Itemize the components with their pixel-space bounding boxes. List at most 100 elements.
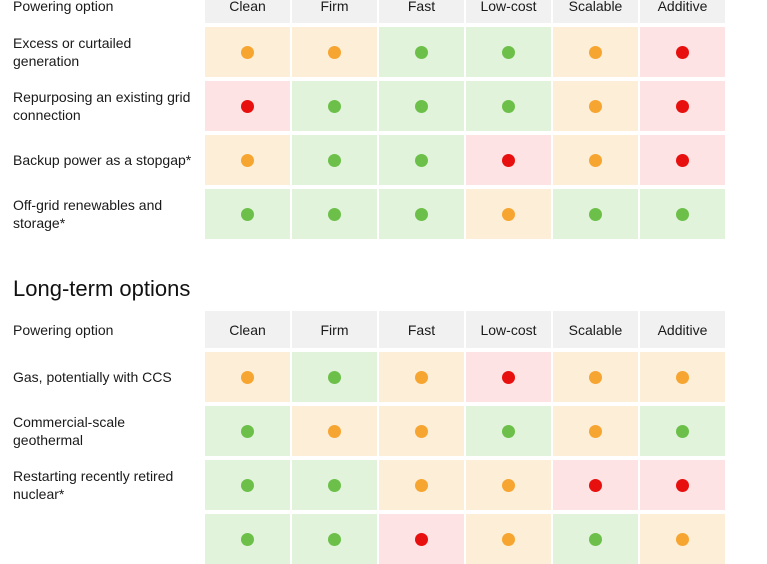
rating-cell-scalable <box>553 460 638 510</box>
rating-dot-orange <box>589 370 602 384</box>
row-label: Gas, potentially with CCS <box>13 369 172 385</box>
row-label: Excess or curtailed generation <box>13 35 132 69</box>
rating-cell-clean <box>205 406 290 456</box>
rating-cell-low-cost <box>466 514 551 564</box>
column-header-additive: Additive <box>640 0 725 23</box>
rating-dot-green <box>415 207 428 221</box>
rating-cell-firm <box>292 406 377 456</box>
rating-dot-green <box>502 45 515 59</box>
column-header-clean: Clean <box>205 0 290 23</box>
rating-dot-green <box>676 424 689 438</box>
rating-dot-red <box>676 45 689 59</box>
rating-cell-scalable <box>553 406 638 456</box>
rating-cell-firm <box>292 189 377 239</box>
rating-dot-green <box>241 207 254 221</box>
rating-dot-red <box>676 99 689 113</box>
rating-cell-scalable <box>553 27 638 77</box>
rating-dot-orange <box>241 153 254 167</box>
column-header-scalable: Scalable <box>553 311 638 348</box>
rating-cell-additive <box>640 81 725 131</box>
rating-dot-green <box>328 370 341 384</box>
rating-dot-green <box>676 207 689 221</box>
rating-cell-scalable <box>553 189 638 239</box>
column-header-low-cost: Low-cost <box>466 311 551 348</box>
rating-dot-green <box>502 99 515 113</box>
rating-cell-clean <box>205 81 290 131</box>
row-label <box>13 514 203 564</box>
rating-dot-red <box>676 478 689 492</box>
rating-dot-orange <box>241 45 254 59</box>
rating-cell-scalable <box>553 352 638 402</box>
rating-dot-green <box>328 153 341 167</box>
short-term-options-table: Powering option Clean Firm Fast Low-cost Scal… <box>13 0 725 239</box>
rating-dot-green <box>241 532 254 546</box>
rating-cell-low-cost <box>466 135 551 185</box>
column-header-firm: Firm <box>292 0 377 23</box>
column-header-additive: Additive <box>640 311 725 348</box>
column-header-firm: Firm <box>292 311 377 348</box>
rating-cell-clean <box>205 352 290 402</box>
rating-dot-red <box>502 370 515 384</box>
rating-dot-orange <box>589 45 602 59</box>
column-header-scalable: Scalable <box>553 0 638 23</box>
rating-cell-low-cost <box>466 27 551 77</box>
rating-cell-firm <box>292 135 377 185</box>
rating-cell-low-cost <box>466 81 551 131</box>
rating-cell-fast <box>379 27 464 77</box>
rating-dot-orange <box>415 478 428 492</box>
header-powering-option: Powering option <box>13 0 114 14</box>
rating-cell-scalable <box>553 514 638 564</box>
rating-cell-low-cost <box>466 406 551 456</box>
rating-dot-orange <box>502 207 515 221</box>
rating-dot-orange <box>328 45 341 59</box>
section-title-long-term: Long-term options <box>13 276 191 301</box>
rating-dot-green <box>328 478 341 492</box>
rating-cell-additive <box>640 514 725 564</box>
column-header-fast: Fast <box>379 0 464 23</box>
rating-cell-firm <box>292 81 377 131</box>
rating-dot-green <box>589 207 602 221</box>
rating-dot-orange <box>676 370 689 384</box>
rating-dot-red <box>589 478 602 492</box>
rating-dot-green <box>328 99 341 113</box>
rating-dot-orange <box>589 99 602 113</box>
rating-dot-orange <box>589 424 602 438</box>
rating-cell-firm <box>292 514 377 564</box>
rating-dot-orange <box>589 153 602 167</box>
rating-dot-orange <box>328 424 341 438</box>
rating-dot-green <box>328 207 341 221</box>
rating-dot-green <box>415 99 428 113</box>
rating-cell-firm <box>292 352 377 402</box>
rating-dot-green <box>589 532 602 546</box>
rating-cell-fast <box>379 135 464 185</box>
rating-dot-green <box>241 478 254 492</box>
rating-cell-clean <box>205 460 290 510</box>
rating-cell-additive <box>640 406 725 456</box>
rating-dot-orange <box>502 532 515 546</box>
rating-cell-fast <box>379 81 464 131</box>
rating-dot-green <box>415 153 428 167</box>
row-label: Repurposing an existing grid connection <box>13 89 191 123</box>
row-label: Off-grid renewables and storage* <box>13 197 163 231</box>
rating-cell-fast <box>379 352 464 402</box>
rating-cell-scalable <box>553 81 638 131</box>
rating-cell-fast <box>379 514 464 564</box>
row-label: Backup power as a stopgap* <box>13 152 192 168</box>
rating-cell-additive <box>640 27 725 77</box>
rating-dot-green <box>415 45 428 59</box>
rating-cell-fast <box>379 189 464 239</box>
header-powering-option: Powering option <box>13 321 114 338</box>
rating-cell-clean <box>205 135 290 185</box>
rating-cell-additive <box>640 460 725 510</box>
rating-cell-clean <box>205 514 290 564</box>
rating-dot-orange <box>415 370 428 384</box>
rating-cell-additive <box>640 135 725 185</box>
rating-cell-fast <box>379 460 464 510</box>
rating-dot-orange <box>241 370 254 384</box>
rating-cell-additive <box>640 189 725 239</box>
rating-dot-green <box>502 424 515 438</box>
rating-cell-fast <box>379 406 464 456</box>
rating-cell-clean <box>205 189 290 239</box>
rating-cell-additive <box>640 352 725 402</box>
column-header-fast: Fast <box>379 311 464 348</box>
